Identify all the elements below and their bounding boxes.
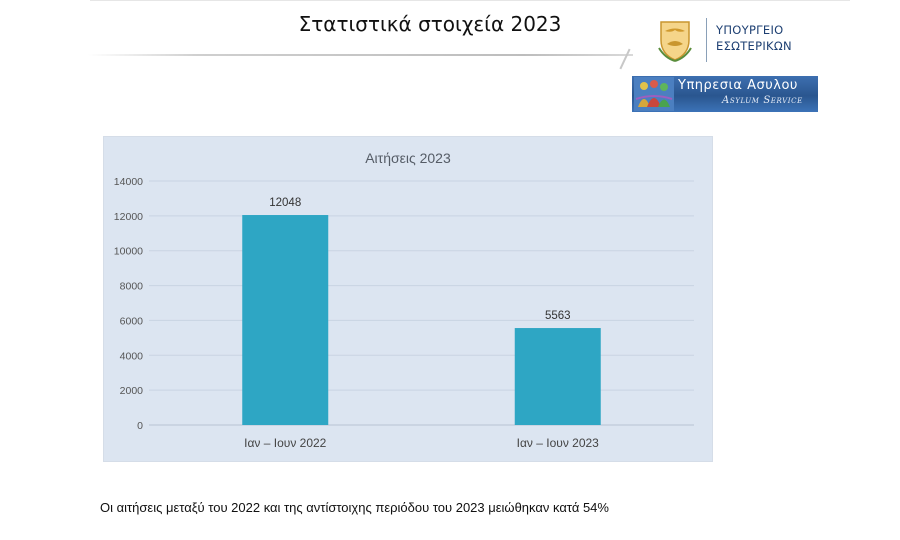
x-tick-label: Ιαν – Ιουν 2022 xyxy=(244,436,327,450)
asylum-service-logo: Υπηρεσια Ασυλου Asylum Service xyxy=(632,76,818,112)
ministry-logo-divider xyxy=(706,18,707,62)
y-tick-label: 2000 xyxy=(120,385,144,397)
people-figures-icon xyxy=(634,77,674,111)
y-tick-label: 8000 xyxy=(120,281,144,293)
y-tick-label: 0 xyxy=(137,420,143,432)
cyprus-emblem-icon xyxy=(658,21,692,62)
bar xyxy=(514,328,601,425)
y-tick-label: 4000 xyxy=(120,350,144,362)
ministry-name-line1: ΥΠΟΥΡΓΕΙΟ xyxy=(716,23,784,37)
bar-chart: Αιτήσεις 2023 0 2000 4000 6000 8000 10000 1200… xyxy=(103,136,713,462)
top-rule xyxy=(90,0,850,1)
header-divider xyxy=(88,54,633,56)
bar xyxy=(242,215,329,425)
ministry-name: ΥΠΟΥΡΓΕΙΟ ΕΣΩΤΕΡΙΚΩΝ xyxy=(716,22,792,54)
bar-value-label: 12048 xyxy=(269,197,301,209)
asylum-service-name-english: Asylum Service xyxy=(722,95,803,106)
y-tick-label: 6000 xyxy=(120,315,144,327)
header-divider-slash xyxy=(619,48,631,70)
y-tick-label: 12000 xyxy=(114,211,143,223)
x-tick-label: Ιαν – Ιουν 2023 xyxy=(517,436,600,450)
asylum-service-name-greek: Υπηρεσια Ασυλου xyxy=(678,78,798,93)
y-tick-label: 10000 xyxy=(114,246,143,258)
y-tick-label: 14000 xyxy=(114,176,143,188)
summary-caption: Οι αιτήσεις μεταξύ του 2022 και της αντί… xyxy=(100,500,609,515)
bar-value-label: 5563 xyxy=(545,310,571,322)
ministry-name-line2: ΕΣΩΤΕΡΙΚΩΝ xyxy=(716,39,792,53)
chart-title: Αιτήσεις 2023 xyxy=(365,150,451,166)
chart-plot: 0 2000 4000 6000 8000 10000 12000 14000 12048 Ιαν… xyxy=(114,176,694,450)
page-title: Στατιστικά στοιχεία 2023 xyxy=(298,12,562,36)
